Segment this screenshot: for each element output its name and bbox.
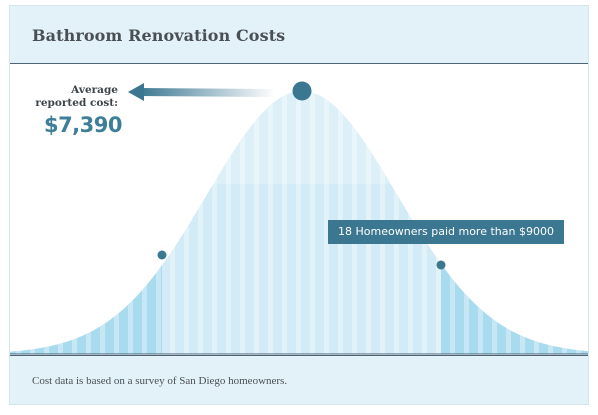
curve-stripe [338,91,343,354]
average-cost-label: Average reported cost: [35,84,118,109]
curve-stripe [212,91,217,354]
average-arrow-head [128,83,144,101]
curve-stripe [450,91,455,354]
right-tail-fill [441,91,588,354]
curve-stripe [520,91,525,354]
curve-stripe [436,91,441,354]
right-tail-marker [436,260,446,270]
curve-stripe [128,91,133,354]
chart-title: Bathroom Renovation Costs [32,26,286,45]
curve-stripe [16,91,21,354]
curve-stripe [380,91,385,354]
curve-stripe [408,91,413,354]
curve-stripe [240,91,245,354]
average-cost-value: $7,390 [43,113,123,137]
curve-stripe [492,91,497,354]
curve-stripe [282,91,287,354]
curve-stripe [464,91,469,354]
curve-stripe [268,91,273,354]
curve-stripe [226,91,231,354]
curve-stripe [170,91,175,354]
average-arrow [137,88,276,97]
curve-stripe [184,91,189,354]
chart-footer: Cost data is based on a survey of San Di… [10,355,588,404]
chart-header: Bathroom Renovation Costs [10,6,588,64]
curve-stripe [422,91,427,354]
curve-stripe [562,91,567,354]
homeowners-annotation-badge: 18 Homeowners paid more than $9000 [328,220,564,244]
curve-stripe [548,91,553,354]
curve-stripe [394,91,399,354]
chart-card: Bathroom Renovation Costs Average report… [9,5,589,405]
curve-stripe [534,91,539,354]
source-note: Cost data is based on a survey of San Di… [32,375,288,387]
bell-curve-chart [10,81,588,355]
curve-stripe [310,91,315,354]
curve-stripe [324,91,329,354]
curve-stripe [296,91,301,354]
curve-stripe [576,91,581,354]
left-tail-marker [157,250,167,260]
curve-stripe [366,91,371,354]
curve-stripe [352,91,357,354]
curve-stripe [478,91,483,354]
curve-stripe [156,91,161,354]
curve-stripe [506,91,511,354]
curve-stripe [198,91,203,354]
curve-stripe [254,91,259,354]
curve-stripe [142,91,147,354]
average-marker [292,81,312,101]
